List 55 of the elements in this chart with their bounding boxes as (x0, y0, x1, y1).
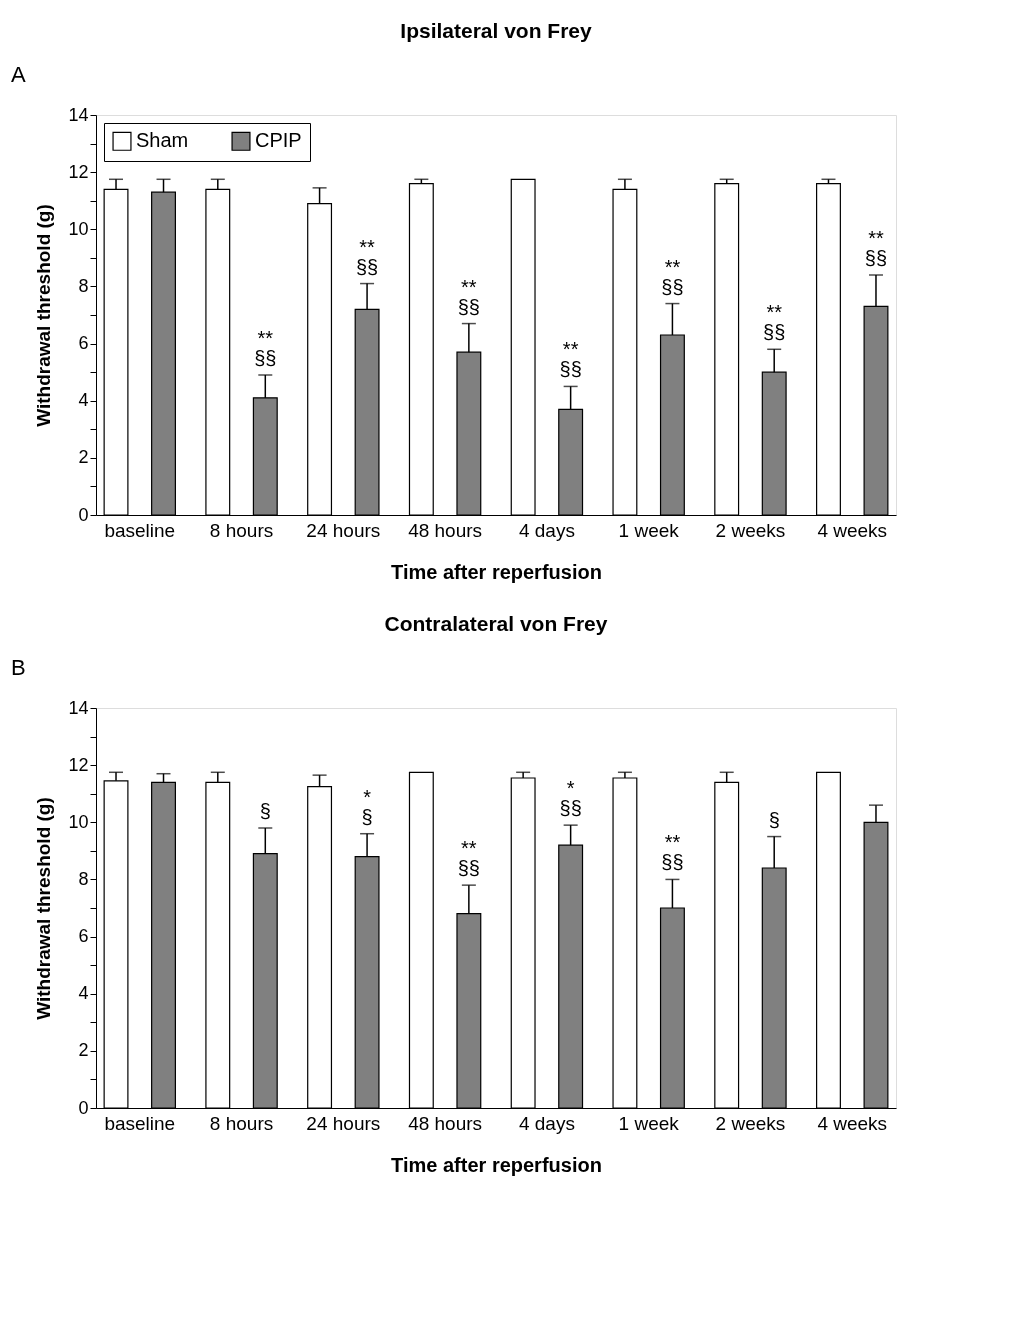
y-tick-label: 12 (68, 754, 89, 775)
y-tick-label: 8 (78, 868, 89, 889)
data-label: ** §§ (661, 255, 684, 298)
y-tick-label: 10 (68, 218, 89, 239)
y-tick-label: 0 (78, 504, 89, 525)
y-tick-label: 2 (78, 447, 89, 468)
x-tick-label: 1 week (618, 519, 680, 541)
data-label: * §§ (559, 777, 582, 820)
data-label: ** §§ (457, 837, 480, 880)
y-tick-label: 2 (78, 1040, 89, 1061)
data-label: ** §§ (355, 235, 379, 278)
data-label: § (768, 808, 780, 831)
data-label: ** §§ (661, 831, 684, 874)
x-tick-label: 1 week (618, 1112, 680, 1134)
x-tick-label: 24 hours (306, 1112, 381, 1134)
y-tick-label: 8 (78, 275, 89, 296)
y-tick-label: 14 (68, 104, 89, 125)
data-label: ** §§ (254, 327, 277, 369)
data-label: ** §§ (457, 275, 480, 318)
y-axis-title: Withdrawal threshold (g) (33, 797, 55, 1020)
chart-title: Contralateral von Frey (384, 612, 608, 635)
text: A (11, 62, 26, 87)
y-tick-label: 14 (68, 697, 89, 718)
x-tick-label: 4 days (518, 1112, 575, 1134)
y-tick-label: 6 (78, 926, 89, 947)
legend-label: CPIP (255, 129, 302, 152)
data-label: ** §§ (864, 227, 888, 269)
text: B (11, 655, 26, 680)
x-axis-title: Time after reperfusion (391, 1153, 602, 1176)
legend-label: Sham (136, 129, 189, 152)
x-tick-label: 4 days (518, 519, 575, 541)
data-label: § (259, 800, 271, 822)
x-tick-label: 2 weeks (715, 519, 786, 541)
x-tick-label: baseline (104, 1112, 176, 1134)
x-tick-label: 48 hours (408, 1112, 483, 1134)
x-tick-label: 4 weeks (817, 519, 888, 541)
y-axis-title: Withdrawal threshold (g) (33, 204, 55, 427)
x-tick-label: 24 hours (306, 519, 381, 541)
y-tick-label: 4 (78, 983, 89, 1004)
data-label: * § (361, 785, 373, 828)
data-label: ** §§ (763, 301, 786, 344)
y-tick-label: 4 (78, 390, 89, 411)
x-tick-label: 4 weeks (817, 1112, 888, 1134)
x-tick-label: 8 hours (209, 1112, 274, 1134)
x-tick-label: 48 hours (408, 519, 483, 541)
data-label: ** §§ (559, 338, 582, 381)
y-tick-label: 12 (68, 161, 89, 182)
y-tick-label: 6 (78, 333, 89, 354)
y-tick-label: 10 (68, 811, 89, 832)
chart-title: Ipsilateral von Frey (400, 19, 593, 42)
x-tick-label: 2 weeks (715, 1112, 786, 1134)
x-tick-label: 8 hours (209, 519, 274, 541)
x-tick-label: baseline (104, 519, 176, 541)
y-tick-label: 0 (78, 1097, 89, 1118)
x-axis-title: Time after reperfusion (391, 560, 602, 583)
